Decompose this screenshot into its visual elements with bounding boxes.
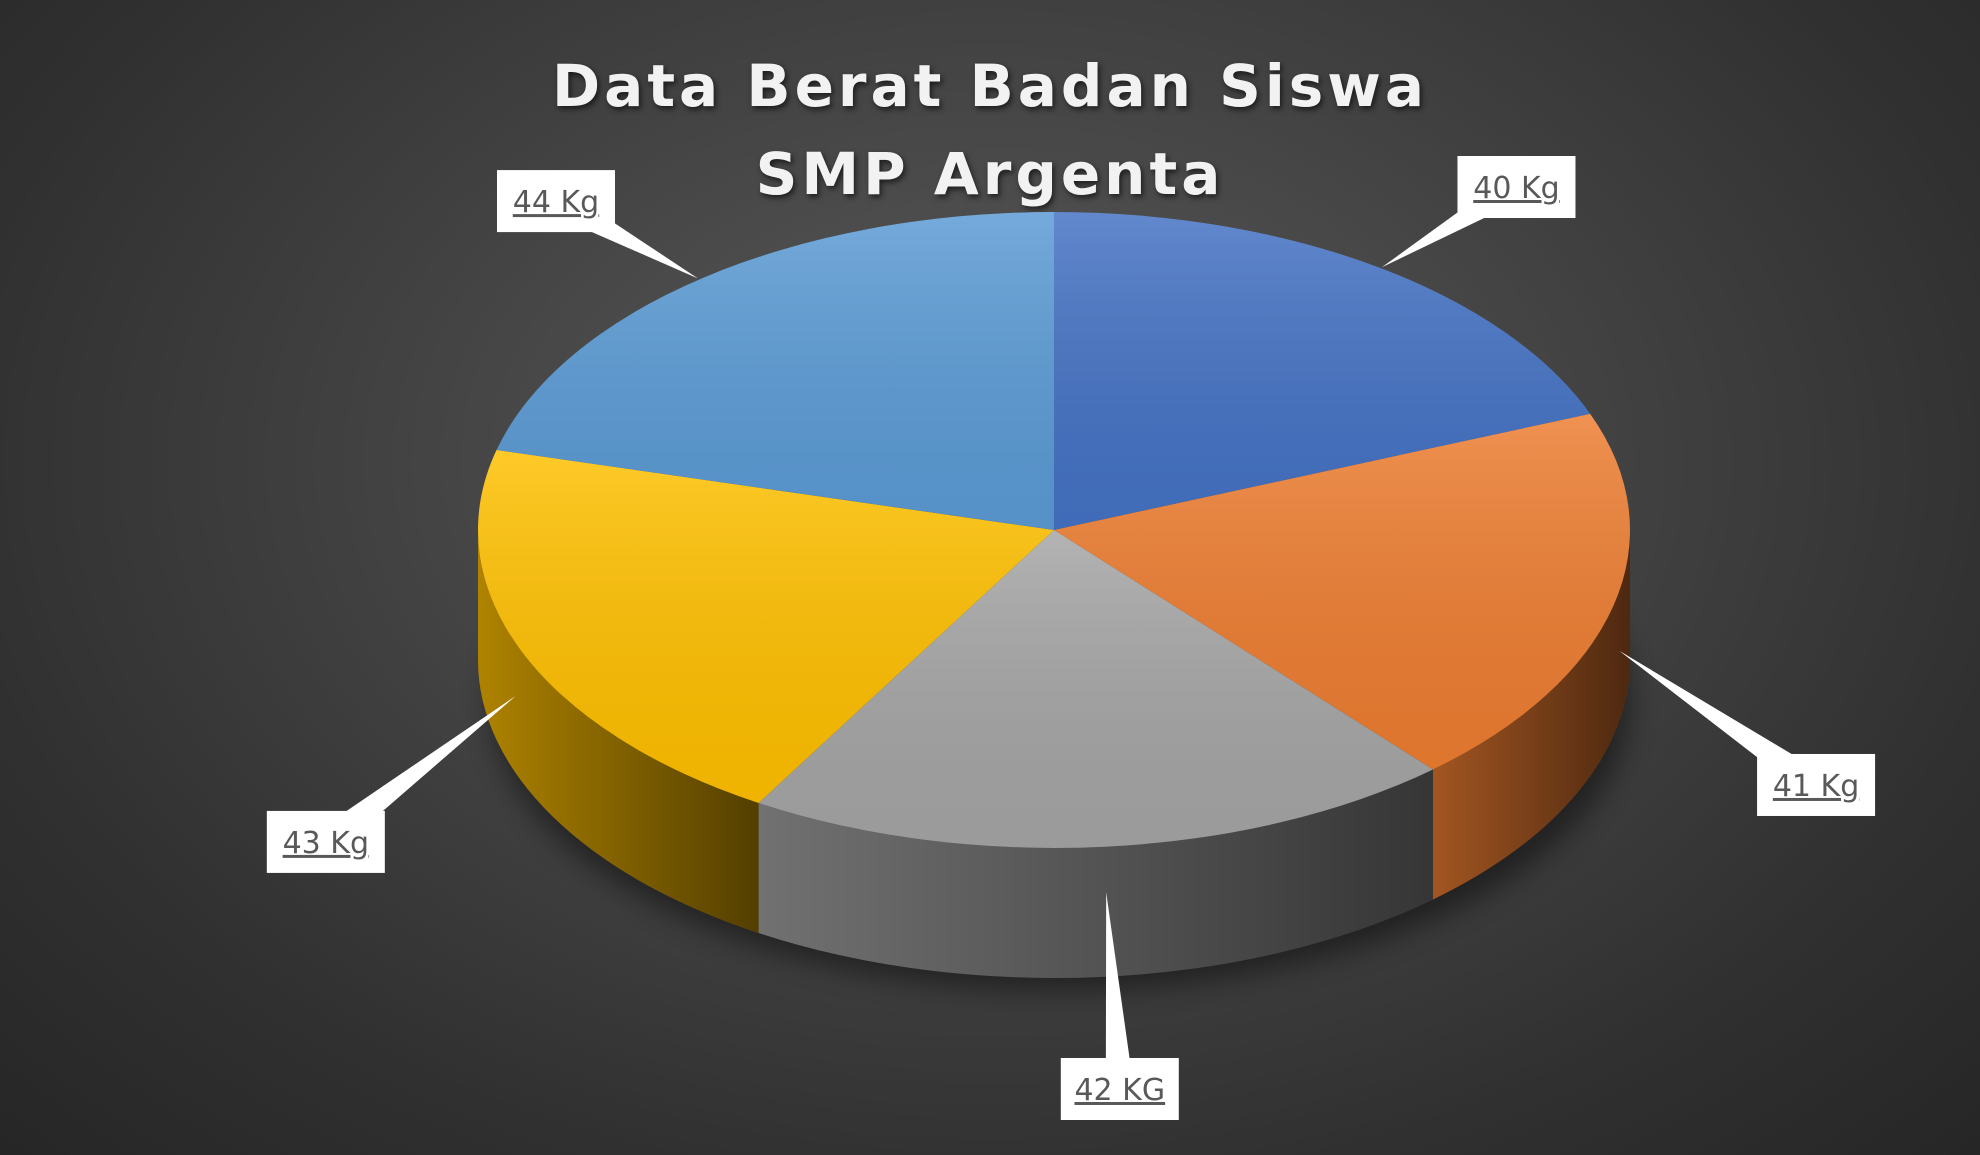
data-label-44-kg: 44 Kg bbox=[513, 185, 599, 220]
pie-slice-shade-42-kg bbox=[758, 530, 1433, 848]
data-label-box-42-kg bbox=[1060, 1057, 1179, 1120]
pie-slice-shade-40-kg bbox=[1054, 212, 1591, 530]
chart-title-line-2: SMP Argenta bbox=[755, 140, 1225, 208]
pie-sides bbox=[478, 530, 1630, 978]
chart-title-line-1: Data Berat Badan Siswa bbox=[552, 52, 1428, 120]
data-label-43-kg: 43 Kg bbox=[283, 826, 369, 861]
pie-side-shade-41-kg bbox=[1432, 530, 1630, 900]
data-label-box-41-kg bbox=[1757, 753, 1876, 816]
data-labels: 40 Kg 41 Kg 42 KG 43 Kg 44 Kg bbox=[266, 156, 1876, 1120]
data-label-box-43-kg bbox=[266, 810, 385, 873]
chart-title: Data Berat Badan Siswa SMP Argenta bbox=[0, 42, 1980, 218]
data-label-box-44-kg bbox=[496, 170, 615, 233]
data-label-40-kg: 40 Kg bbox=[1473, 171, 1559, 206]
pie-tops bbox=[478, 211, 1631, 848]
data-label-pointer-42-kg bbox=[1105, 892, 1134, 1090]
pie-slice-shade-44-kg bbox=[496, 211, 1054, 531]
data-label-42-kg: 42 KG bbox=[1074, 1073, 1165, 1108]
data-label-41-kg: 41 Kg bbox=[1773, 769, 1859, 804]
pie-side-shade-43-kg bbox=[478, 530, 759, 933]
pie-slice-shade-43-kg bbox=[478, 449, 1055, 803]
data-label-box-40-kg bbox=[1457, 156, 1576, 219]
pie-slice-shade-41-kg bbox=[1054, 413, 1631, 770]
pie-side-shade-42-kg bbox=[758, 769, 1433, 978]
